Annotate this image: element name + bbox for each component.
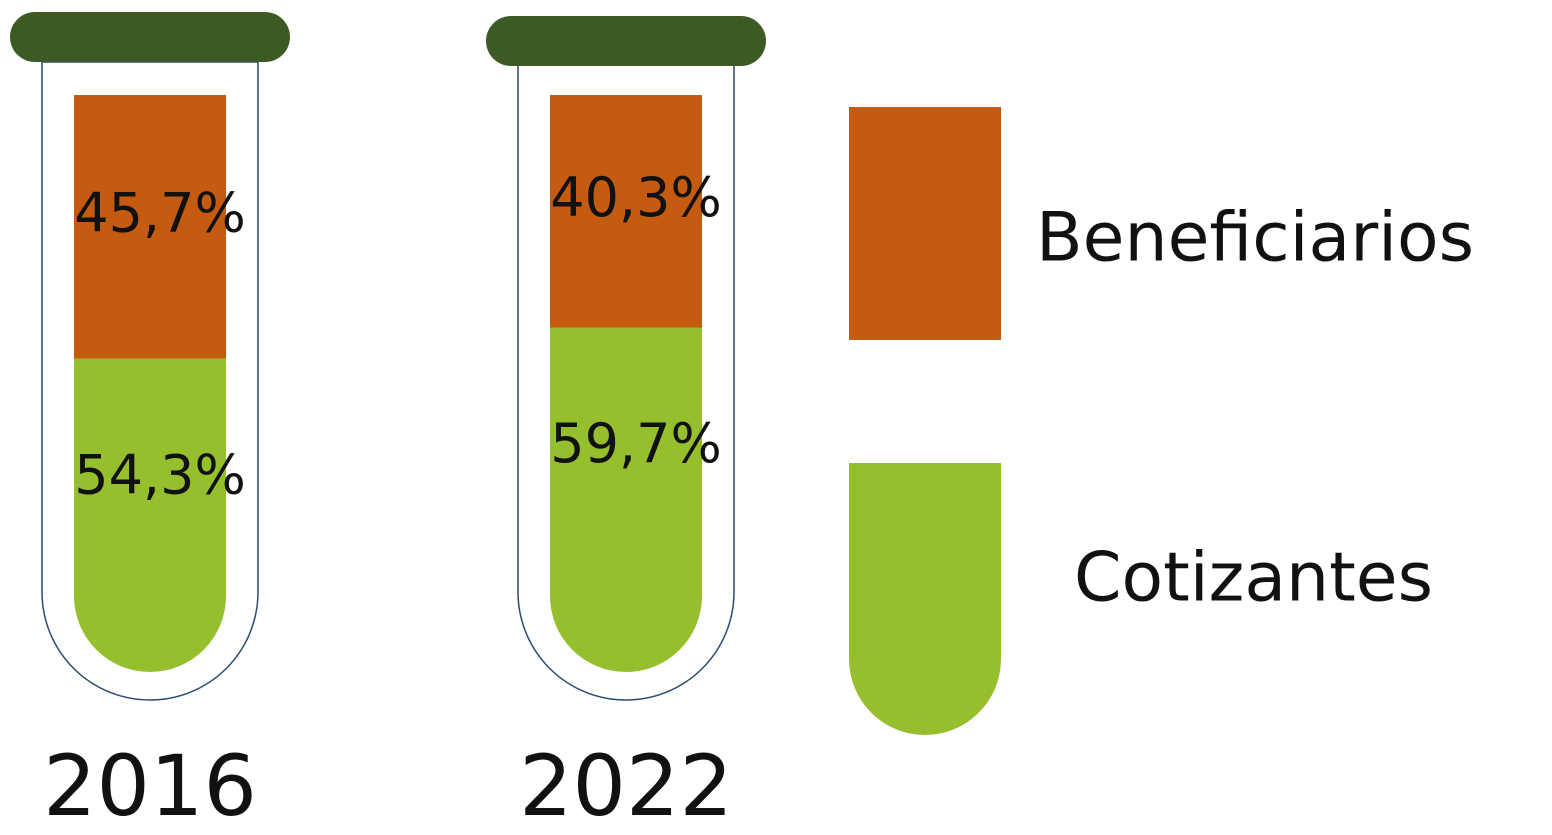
category-label: 2016 <box>43 737 257 835</box>
value-label: 45,7% <box>74 181 246 244</box>
legend-swatch <box>849 107 1001 340</box>
legend-label: Cotizantes <box>1074 539 1433 618</box>
value-label: 54,3% <box>74 443 246 506</box>
legend-swatch <box>849 463 1001 735</box>
bar-segment <box>550 95 702 328</box>
tube-cap <box>486 16 766 66</box>
bar-segment <box>74 95 226 359</box>
tube-cap <box>10 12 290 62</box>
bar-segment <box>550 327 702 672</box>
bar-segment <box>74 358 226 672</box>
category-label: 2022 <box>519 737 733 835</box>
value-label: 59,7% <box>550 412 722 475</box>
value-label: 40,3% <box>550 166 722 229</box>
legend-label: Beneficiarios <box>1036 199 1474 278</box>
